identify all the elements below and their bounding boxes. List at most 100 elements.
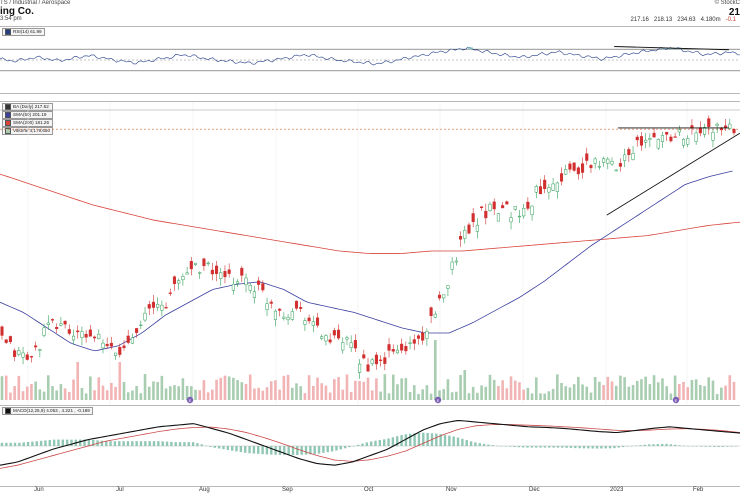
- candle-body: [517, 215, 521, 218]
- volume-bar: [303, 393, 307, 400]
- volume-bar: [602, 385, 605, 400]
- macd-histogram-bar: [226, 446, 230, 450]
- volume-bar: [539, 393, 542, 400]
- candle-body: [639, 136, 643, 146]
- volume-bar: [518, 382, 521, 400]
- macd-histogram-bar: [556, 446, 560, 448]
- macd-histogram-bar: [183, 442, 186, 446]
- macd-histogram-bar: [621, 446, 625, 448]
- macd-histogram-bar: [439, 434, 442, 446]
- earnings-marker-label: E: [189, 398, 192, 403]
- volume-bar: [732, 381, 736, 400]
- macd-histogram-bar: [322, 446, 325, 453]
- quote-low: 234.63: [677, 17, 696, 23]
- x-tick-label: Jul: [116, 487, 124, 493]
- macd-histogram-bar: [465, 440, 468, 446]
- volume-bar: [505, 388, 509, 400]
- volume-bar: [501, 380, 504, 400]
- candle-body: [513, 205, 517, 210]
- volume-bar: [665, 386, 668, 400]
- candle-body: [67, 329, 71, 334]
- candle-body: [555, 182, 559, 192]
- volume-bar: [623, 377, 626, 400]
- candle-body: [299, 307, 303, 309]
- candle-body: [522, 207, 526, 217]
- price-panel[interactable]: BA (Daily) 217.52 SMA(50) 201.19 SMA(200…: [0, 101, 740, 407]
- x-tick-label: 2023: [610, 487, 624, 493]
- macd-histogram-bar: [113, 441, 117, 446]
- volume-bar: [51, 386, 54, 400]
- legend-volume-label: Volume 4,179,650: [13, 128, 51, 134]
- candle-body: [395, 349, 399, 354]
- volume-bar: [678, 383, 681, 400]
- candle-body: [488, 203, 492, 211]
- volume-bar: [227, 376, 231, 400]
- candle-body: [538, 186, 543, 195]
- macd-histogram-bar: [656, 444, 660, 446]
- sma200-swatch: [5, 120, 11, 126]
- candle-body: [496, 213, 500, 222]
- candle-body: [345, 337, 349, 340]
- macd-histogram-bar: [161, 441, 164, 446]
- brand-watermark: © StockC: [714, 0, 740, 6]
- candle-body: [185, 272, 189, 275]
- candle-body: [42, 327, 46, 336]
- earnings-marker-label: E: [675, 398, 678, 403]
- volume-bar: [286, 374, 290, 400]
- rsi-panel[interactable]: RSI(14) 61.99: [0, 26, 740, 94]
- volume-bar: [509, 376, 513, 400]
- volume-bar: [307, 375, 311, 400]
- candle-body: [21, 352, 25, 358]
- macd-histogram-bar: [387, 438, 390, 446]
- macd-histogram-bar: [669, 444, 673, 446]
- volume-bar: [673, 375, 677, 400]
- volume-bar: [370, 390, 374, 400]
- volume-bar: [526, 387, 530, 400]
- candle-body: [681, 139, 686, 146]
- candle-body: [50, 319, 55, 321]
- macd-histogram-bar: [248, 446, 251, 454]
- volume-bar: [400, 378, 403, 400]
- candle-body: [433, 313, 437, 318]
- volume-bar: [4, 375, 8, 400]
- macd-histogram-bar: [608, 446, 612, 449]
- candle-body: [114, 352, 118, 356]
- volume-bar: [345, 374, 349, 400]
- macd-histogram-bar: [691, 446, 694, 447]
- volume-bar: [581, 384, 584, 400]
- candle-body: [416, 335, 421, 339]
- candle-body: [703, 127, 707, 135]
- macd-histogram-bar: [535, 446, 538, 448]
- quote-open: 217.16: [630, 17, 649, 23]
- macd-panel[interactable]: MACD(12,26,9) 4.053 , 4.221 , -0.169: [0, 405, 740, 487]
- macd-legend: MACD(12,26,9) 4.053 , 4.221 , -0.169: [2, 407, 93, 415]
- volume-bar: [614, 385, 618, 400]
- rsi-overbought-fill: [663, 48, 667, 50]
- macd-histogram-bar: [139, 441, 143, 446]
- candle-body: [307, 317, 311, 322]
- candle-body: [286, 317, 290, 321]
- macd-histogram-bar: [734, 446, 738, 447]
- candle-body: [34, 345, 38, 348]
- macd-histogram-bar: [717, 446, 720, 447]
- volume-bar: [219, 377, 223, 400]
- macd-histogram-bar: [157, 441, 160, 446]
- volume-bar: [703, 386, 706, 400]
- volume-bar: [711, 380, 715, 400]
- macd-histogram-bar: [365, 442, 369, 446]
- legend-volume: Volume 4,179,650: [2, 127, 54, 135]
- candle-body: [400, 343, 404, 351]
- rsi-legend: RSI(14) 61.99: [2, 28, 45, 36]
- volume-bar: [143, 374, 147, 400]
- volume-bar: [720, 387, 723, 400]
- candle-body: [694, 132, 698, 142]
- macd-histogram-bar: [461, 438, 464, 446]
- macd-histogram-bar: [235, 446, 238, 452]
- macd-histogram-bar: [296, 446, 299, 455]
- volume-bar: [46, 375, 50, 400]
- candle-body: [223, 271, 227, 278]
- volume-bar: [522, 389, 525, 400]
- macd-histogram-bar: [261, 446, 264, 455]
- rsi-overbought-fill: [467, 47, 471, 50]
- volume-bar: [248, 374, 252, 400]
